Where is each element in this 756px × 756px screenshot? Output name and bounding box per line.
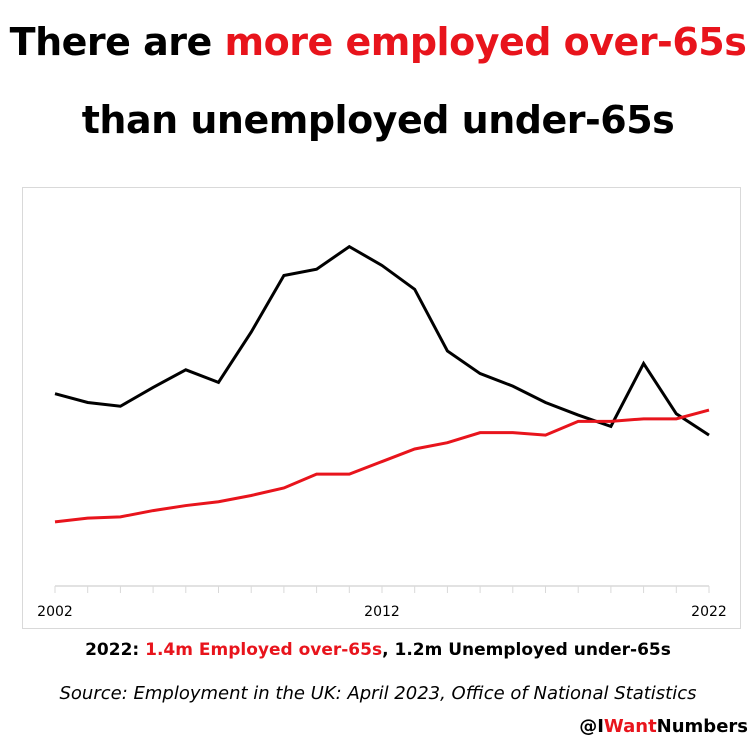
handle-prefix: @I: [579, 716, 604, 737]
handle-highlight: Want: [603, 716, 657, 737]
summary-separator: ,: [382, 640, 395, 660]
summary-year: 2022:: [85, 640, 146, 660]
series-line-unemployed-under-65s: [54, 244, 710, 437]
x-tick-label: 2022: [691, 604, 727, 620]
chart-area: 2002 2012 2022: [22, 187, 741, 629]
x-tick-label: 2012: [364, 604, 400, 620]
summary-line: 2022: 1.4m Employed over-65s, 1.2m Unemp…: [0, 640, 756, 660]
title-prefix: There are: [9, 20, 225, 64]
summary-employed: 1.4m Employed over-65s: [145, 640, 383, 660]
x-tick-label: 2002: [37, 604, 73, 620]
summary-unemployed: 1.2m Unemployed under-65s: [394, 640, 671, 660]
source-note: Source: Employment in the UK: April 2023…: [59, 683, 697, 704]
author-handle: @IWantNumbers: [579, 716, 748, 737]
series-line-employed-over-65s: [54, 408, 710, 524]
chart-title-line1: There are more employed over-65s: [0, 20, 756, 64]
handle-suffix: Numbers: [656, 716, 748, 737]
chart-title-line2: than unemployed under-65s: [81, 98, 675, 142]
line-chart: 2002 2012 2022: [37, 244, 727, 620]
title-highlight: more employed over-65s: [224, 20, 747, 64]
